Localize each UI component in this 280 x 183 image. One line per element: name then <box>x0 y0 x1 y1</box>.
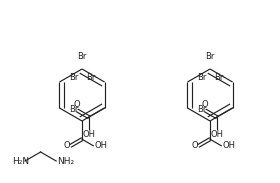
Text: Br: Br <box>205 52 215 61</box>
Text: O: O <box>202 100 208 109</box>
Text: Br: Br <box>214 73 223 82</box>
Text: NH₂: NH₂ <box>57 156 74 165</box>
Text: Br: Br <box>77 52 87 61</box>
Text: OH: OH <box>94 141 107 150</box>
Text: OH: OH <box>82 130 95 139</box>
Text: Br: Br <box>69 73 78 82</box>
Text: Br: Br <box>86 73 95 82</box>
Text: O: O <box>74 100 80 109</box>
Text: O: O <box>63 141 70 150</box>
Text: Br: Br <box>197 73 206 82</box>
Text: O: O <box>191 141 198 150</box>
Text: H₂N: H₂N <box>12 156 29 165</box>
Text: OH: OH <box>222 141 235 150</box>
Text: Br: Br <box>69 105 78 114</box>
Text: Br: Br <box>197 105 206 114</box>
Text: OH: OH <box>210 130 223 139</box>
